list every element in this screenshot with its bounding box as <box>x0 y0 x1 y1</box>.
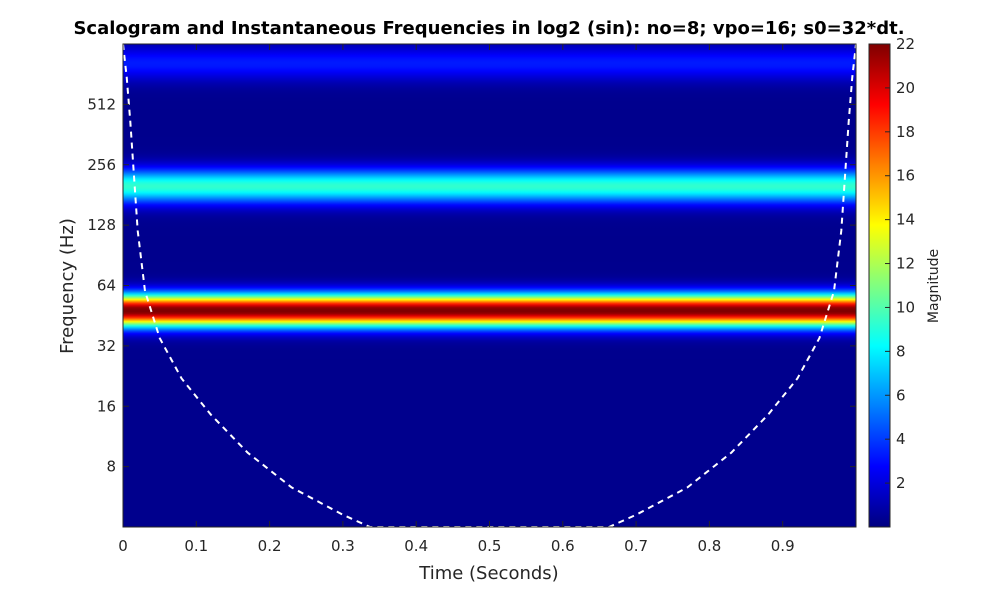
x-tick-label: 0.1 <box>184 537 208 555</box>
colorbar-tick-label: 6 <box>896 386 906 404</box>
y-tick-label: 16 <box>97 397 116 415</box>
colorbar-tick-label: 22 <box>896 35 915 53</box>
colorbar-tick-label: 2 <box>896 474 906 492</box>
x-tick-label: 0.5 <box>478 537 502 555</box>
y-tick-label: 256 <box>87 156 116 174</box>
y-tick-label: 32 <box>97 337 116 355</box>
x-axis-label: Time (Seconds) <box>418 563 558 584</box>
x-tick-label: 0.4 <box>404 537 428 555</box>
colorbar-tick-label: 18 <box>896 123 915 141</box>
x-tick-label: 0.8 <box>697 537 721 555</box>
y-axis-label: Frequency (Hz) <box>57 218 78 354</box>
colorbar-tick-label: 16 <box>896 167 915 185</box>
chart-title: Scalogram and Instantaneous Frequencies … <box>73 18 904 39</box>
plot-area <box>122 43 857 528</box>
colorbar-gradient <box>868 43 891 528</box>
y-tick-label: 512 <box>87 95 116 113</box>
x-tick-label: 0.7 <box>624 537 648 555</box>
colorbar-tick-label: 10 <box>896 298 915 316</box>
scalogram-heatmap <box>123 44 856 527</box>
x-axis: 0 0.1 0.2 0.3 0.4 0.5 0.6 0.7 0.8 0.9 <box>118 44 795 555</box>
colorbar-ticks: 2 4 6 8 10 12 14 16 18 20 22 <box>885 35 915 492</box>
colorbar: 2 4 6 8 10 12 14 16 18 20 22 Magnitude <box>868 35 942 528</box>
colorbar-tick-label: 14 <box>896 211 915 229</box>
x-tick-label: 0.3 <box>331 537 355 555</box>
x-tick-label: 0 <box>118 537 128 555</box>
colorbar-label: Magnitude <box>926 249 942 323</box>
y-tick-label: 128 <box>87 216 116 234</box>
y-tick-label: 8 <box>106 458 116 476</box>
colorbar-tick-label: 20 <box>896 79 915 97</box>
colorbar-tick-label: 8 <box>896 342 906 360</box>
x-tick-label: 0.9 <box>771 537 795 555</box>
x-tick-label: 0.6 <box>551 537 575 555</box>
colorbar-tick-label: 4 <box>896 430 906 448</box>
x-tick-label: 0.2 <box>258 537 282 555</box>
y-axis: 8 16 32 64 128 256 512 <box>87 95 856 476</box>
y-tick-label: 64 <box>97 277 116 295</box>
colorbar-tick-label: 12 <box>896 255 915 273</box>
